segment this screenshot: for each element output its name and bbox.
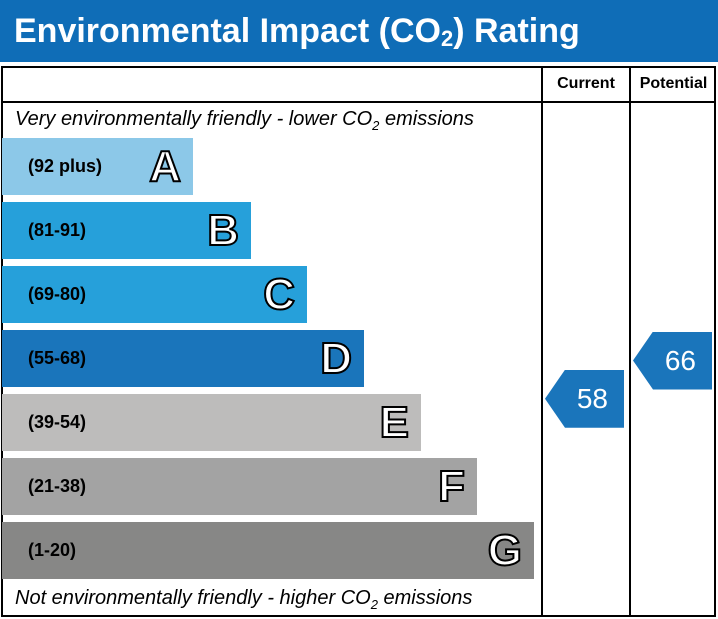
band-range: (81-91) xyxy=(28,220,87,240)
band-range: (21-38) xyxy=(28,476,87,496)
band-bar-c: (69-80) C xyxy=(2,266,307,323)
band-bar-g: (1-20) G xyxy=(2,522,534,579)
band-range: (1-20) xyxy=(28,540,77,560)
band-letter: D xyxy=(319,333,353,384)
band-letter: F xyxy=(437,461,466,512)
potential-header: Potential xyxy=(639,75,708,92)
band-range: (55-68) xyxy=(28,348,87,368)
divider xyxy=(1,101,716,103)
band-bar-f: (21-38) F xyxy=(2,458,477,515)
band-range: (92 plus) xyxy=(28,156,103,176)
band-letter: A xyxy=(148,141,182,192)
band-range: (39-54) xyxy=(28,412,87,432)
divider xyxy=(541,66,543,617)
top-caption: Very environmentally friendly - lower CO… xyxy=(15,108,474,133)
divider xyxy=(629,66,631,617)
band-bar-b: (81-91) B xyxy=(2,202,251,259)
band-bar-d: (55-68) D xyxy=(2,330,364,387)
potential-rating-arrow: 66 xyxy=(633,331,712,390)
band-letter: B xyxy=(206,205,240,256)
band-bar-e: (39-54) E xyxy=(2,394,421,451)
band-range: (69-80) xyxy=(28,284,87,304)
chart-title: Environmental Impact (CO2) Rating xyxy=(0,0,718,62)
band-bar-a: (92 plus) A xyxy=(2,138,193,195)
current-header: Current xyxy=(557,75,615,92)
band-letter: C xyxy=(262,269,296,320)
band-letter: E xyxy=(379,397,410,448)
band-letter: G xyxy=(487,525,523,576)
bottom-caption: Not environmentally friendly - higher CO… xyxy=(15,587,473,612)
